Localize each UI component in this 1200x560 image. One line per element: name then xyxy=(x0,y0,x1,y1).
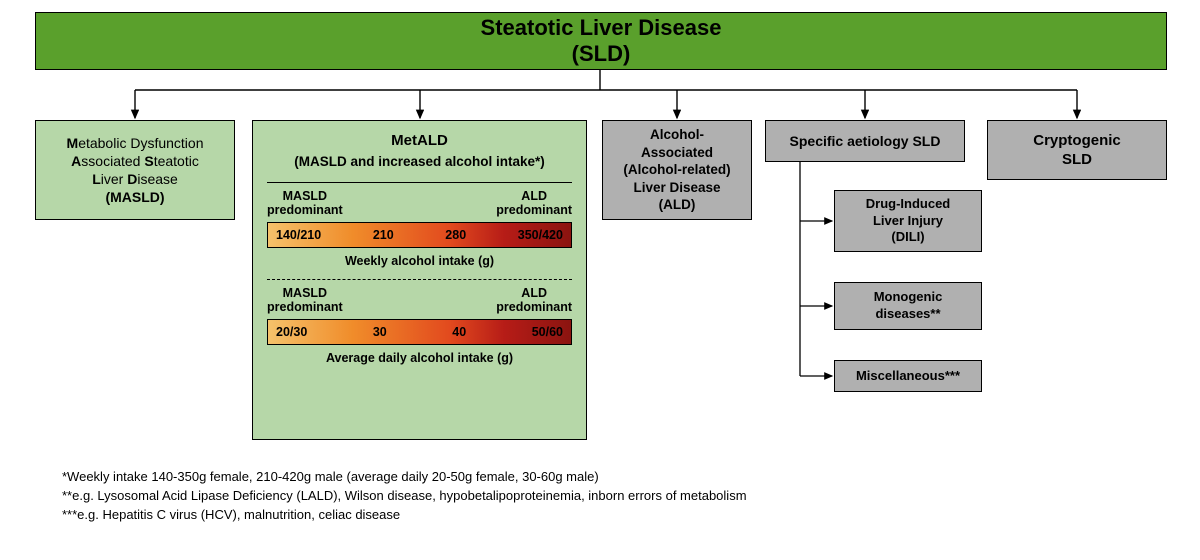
header-title: Steatotic Liver Disease xyxy=(481,15,722,41)
dili-box: Drug-Induced Liver Injury (DILI) xyxy=(834,190,982,252)
metald-subtitle: (MASLD and increased alcohol intake*) xyxy=(294,153,545,171)
dili-l3: (DILI) xyxy=(891,229,924,246)
metald-box: MetALD (MASLD and increased alcohol inta… xyxy=(252,120,587,440)
dili-l1: Drug-Induced xyxy=(866,196,951,213)
header-box: Steatotic Liver Disease (SLD) xyxy=(35,12,1167,70)
weekly-caption: Weekly alcohol intake (g) xyxy=(345,253,494,269)
daily-caption: Average daily alcohol intake (g) xyxy=(326,350,513,366)
crypto-l2: SLD xyxy=(1062,150,1092,170)
separator-solid xyxy=(267,182,572,183)
weekly-spectrum-labels: MASLD predominant ALD predominant xyxy=(267,189,572,218)
footnote-2: **e.g. Lysosomal Acid Lipase Deficiency … xyxy=(62,487,747,506)
specific-label: Specific aetiology SLD xyxy=(790,132,941,150)
metald-title: MetALD xyxy=(391,131,448,151)
daily-val-2: 40 xyxy=(452,324,466,340)
weekly-val-0: 140/210 xyxy=(276,227,321,243)
dili-l2: Liver Injury xyxy=(873,213,943,230)
masld-box: Metabolic Dysfunction Associated Steatot… xyxy=(35,120,235,220)
footnote-3: ***e.g. Hepatitis C virus (HCV), malnutr… xyxy=(62,506,747,525)
specific-aetiology-box: Specific aetiology SLD xyxy=(765,120,965,162)
daily-val-3: 50/60 xyxy=(532,324,563,340)
ald-l5: (ALD) xyxy=(659,196,696,214)
monogenic-box: Monogenic diseases** xyxy=(834,282,982,330)
daily-gradient-bar: 20/30 30 40 50/60 xyxy=(267,319,572,345)
crypto-l1: Cryptogenic xyxy=(1033,131,1121,151)
weekly-val-2: 280 xyxy=(445,227,466,243)
ald-l4: Liver Disease xyxy=(633,179,720,197)
miscellaneous-box: Miscellaneous*** xyxy=(834,360,982,392)
daily-val-0: 20/30 xyxy=(276,324,307,340)
daily-spectrum-labels: MASLD predominant ALD predominant xyxy=(267,286,572,315)
masld-abbrev: (MASLD) xyxy=(105,188,164,206)
ald-l1: Alcohol- xyxy=(650,126,704,144)
mono-l1: Monogenic xyxy=(874,289,943,306)
masld-line3: Liver Disease xyxy=(92,170,178,188)
ald-l3: (Alcohol-related) xyxy=(623,161,730,179)
cryptogenic-box: Cryptogenic SLD xyxy=(987,120,1167,180)
mono-l2: diseases** xyxy=(875,306,940,323)
separator-dashed xyxy=(267,279,572,280)
masld-line2: Associated Steatotic xyxy=(71,152,199,170)
header-abbrev: (SLD) xyxy=(572,41,631,67)
weekly-gradient-bar: 140/210 210 280 350/420 xyxy=(267,222,572,248)
footnote-1: *Weekly intake 140-350g female, 210-420g… xyxy=(62,468,747,487)
footnotes: *Weekly intake 140-350g female, 210-420g… xyxy=(62,468,747,525)
masld-predominant-label-2: MASLD predominant xyxy=(267,286,343,315)
daily-val-1: 30 xyxy=(373,324,387,340)
ald-l2: Associated xyxy=(641,144,713,162)
weekly-val-1: 210 xyxy=(373,227,394,243)
ald-predominant-label-2: ALD predominant xyxy=(496,286,572,315)
masld-line1: Metabolic Dysfunction xyxy=(67,134,204,152)
ald-predominant-label: ALD predominant xyxy=(496,189,572,218)
misc-label: Miscellaneous*** xyxy=(856,368,960,385)
ald-box: Alcohol- Associated (Alcohol-related) Li… xyxy=(602,120,752,220)
masld-predominant-label: MASLD predominant xyxy=(267,189,343,218)
weekly-val-3: 350/420 xyxy=(518,227,563,243)
